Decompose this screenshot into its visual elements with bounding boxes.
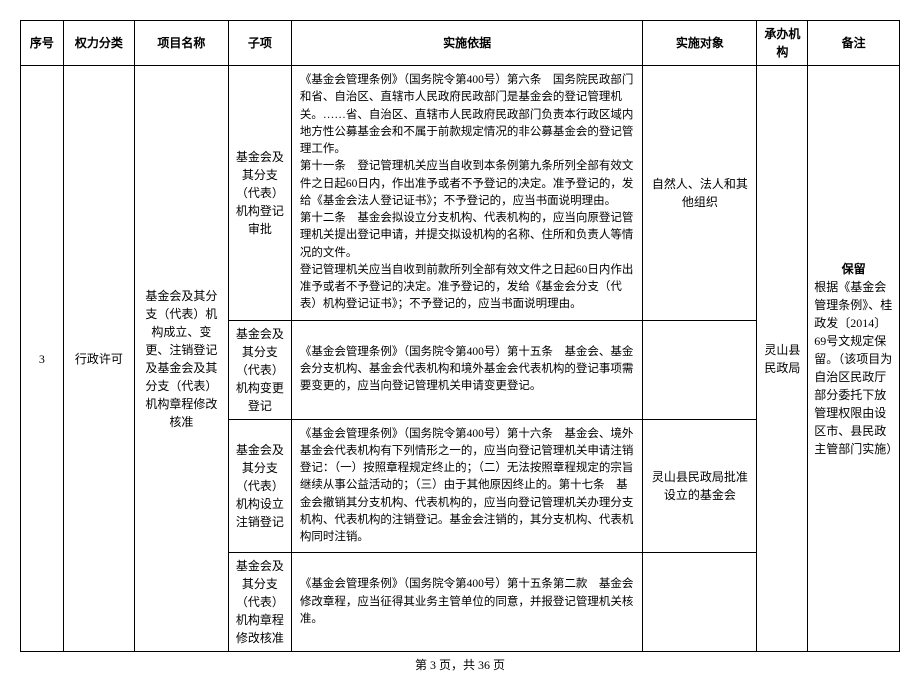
cell-basis: 《基金会管理条例》（国务院令第400号）第六条 国务院民政部门和省、自治区、直辖… xyxy=(291,66,642,321)
cell-category: 行政许可 xyxy=(63,66,134,652)
header-project: 项目名称 xyxy=(135,21,229,66)
header-category: 权力分类 xyxy=(63,21,134,66)
cell-subitem: 基金会及其分支（代表）机构章程修改核准 xyxy=(228,553,291,652)
cell-target xyxy=(643,320,757,419)
cell-remark: 保留 根据《基金会管理条例》、桂政发〔2014〕69号文规定保留。（该项目为自治… xyxy=(808,66,900,652)
main-table: 序号 权力分类 项目名称 子项 实施依据 实施对象 承办机构 备注 3 行政许可… xyxy=(20,20,900,652)
header-agency: 承办机构 xyxy=(757,21,808,66)
table-row: 3 行政许可 基金会及其分支（代表）机构成立、变更、注销登记及基金会及其分支（代… xyxy=(21,66,900,321)
page-footer: 第 3 页，共 36 页 xyxy=(20,656,900,673)
cell-project: 基金会及其分支（代表）机构成立、变更、注销登记及基金会及其分支（代表）机构章程修… xyxy=(135,66,229,652)
cell-subitem: 基金会及其分支（代表）机构登记审批 xyxy=(228,66,291,321)
cell-subitem: 基金会及其分支（代表）机构设立注销登记 xyxy=(228,419,291,553)
cell-target: 自然人、法人和其他组织 xyxy=(643,66,757,321)
cell-agency: 灵山县民政局 xyxy=(757,66,808,652)
header-remark: 备注 xyxy=(808,21,900,66)
remark-title: 保留 xyxy=(814,260,893,278)
header-row: 序号 权力分类 项目名称 子项 实施依据 实施对象 承办机构 备注 xyxy=(21,21,900,66)
cell-basis: 《基金会管理条例》（国务院令第400号）第十五条 基金会、基金会分支机构、基金会… xyxy=(291,320,642,419)
header-target: 实施对象 xyxy=(643,21,757,66)
remark-body: 根据《基金会管理条例》、桂政发〔2014〕69号文规定保留。（该项目为自治区民政… xyxy=(814,278,893,458)
cell-subitem: 基金会及其分支（代表）机构变更登记 xyxy=(228,320,291,419)
cell-target: 灵山县民政局批准设立的基金会 xyxy=(643,419,757,553)
cell-basis: 《基金会管理条例》（国务院令第400号）第十五条第二款 基金会修改章程，应当征得… xyxy=(291,553,642,652)
cell-seq: 3 xyxy=(21,66,64,652)
header-basis: 实施依据 xyxy=(291,21,642,66)
header-seq: 序号 xyxy=(21,21,64,66)
header-subitem: 子项 xyxy=(228,21,291,66)
cell-basis: 《基金会管理条例》（国务院令第400号）第十六条 基金会、境外基金会代表机构有下… xyxy=(291,419,642,553)
cell-target xyxy=(643,553,757,652)
